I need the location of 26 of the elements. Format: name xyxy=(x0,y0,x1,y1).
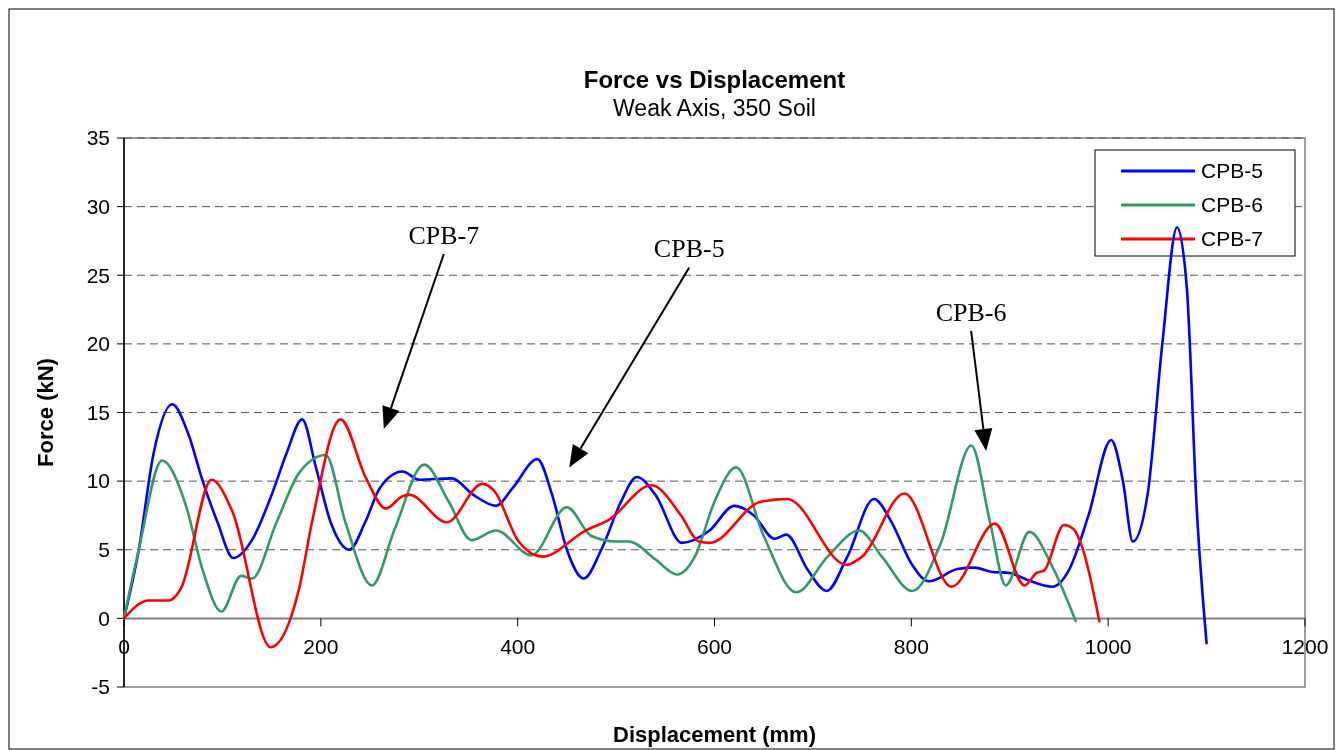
x-tick-label: 1000 xyxy=(1084,635,1132,659)
annotation: CPB-6 xyxy=(935,297,1007,327)
y-tick-label: 20 xyxy=(86,332,110,356)
annotation: CPB-7 xyxy=(408,220,480,250)
y-axis-title: Force (kN) xyxy=(33,358,58,467)
line-series xyxy=(122,444,1077,623)
legend-label: CPB-6 xyxy=(1201,193,1263,217)
y-tick-label: 15 xyxy=(86,400,110,424)
annotation: CPB-5 xyxy=(653,234,725,264)
chart-title: Force vs Displacement xyxy=(583,66,846,93)
legend-label: CPB-7 xyxy=(1201,227,1263,251)
x-tick-label: 200 xyxy=(303,635,339,659)
y-tick-label: 35 xyxy=(86,126,110,150)
legend-label: CPB-5 xyxy=(1201,159,1263,183)
x-tick-label: 400 xyxy=(500,635,536,659)
x-axis-title: Displacement (mm) xyxy=(613,722,816,747)
y-tick-label: 30 xyxy=(86,194,110,218)
y-tick-label: 5 xyxy=(98,538,110,562)
chart-subtitle: Weak Axis, 350 Soil xyxy=(613,95,816,121)
x-tick-label: 600 xyxy=(696,635,733,659)
x-tick-label: 800 xyxy=(893,635,929,659)
y-tick-label: -5 xyxy=(91,675,110,699)
y-tick-label: 10 xyxy=(86,469,110,493)
x-tick-label: 1200 xyxy=(1281,635,1329,659)
y-tick-label: 0 xyxy=(98,606,110,630)
y-tick-label: 25 xyxy=(86,263,110,287)
